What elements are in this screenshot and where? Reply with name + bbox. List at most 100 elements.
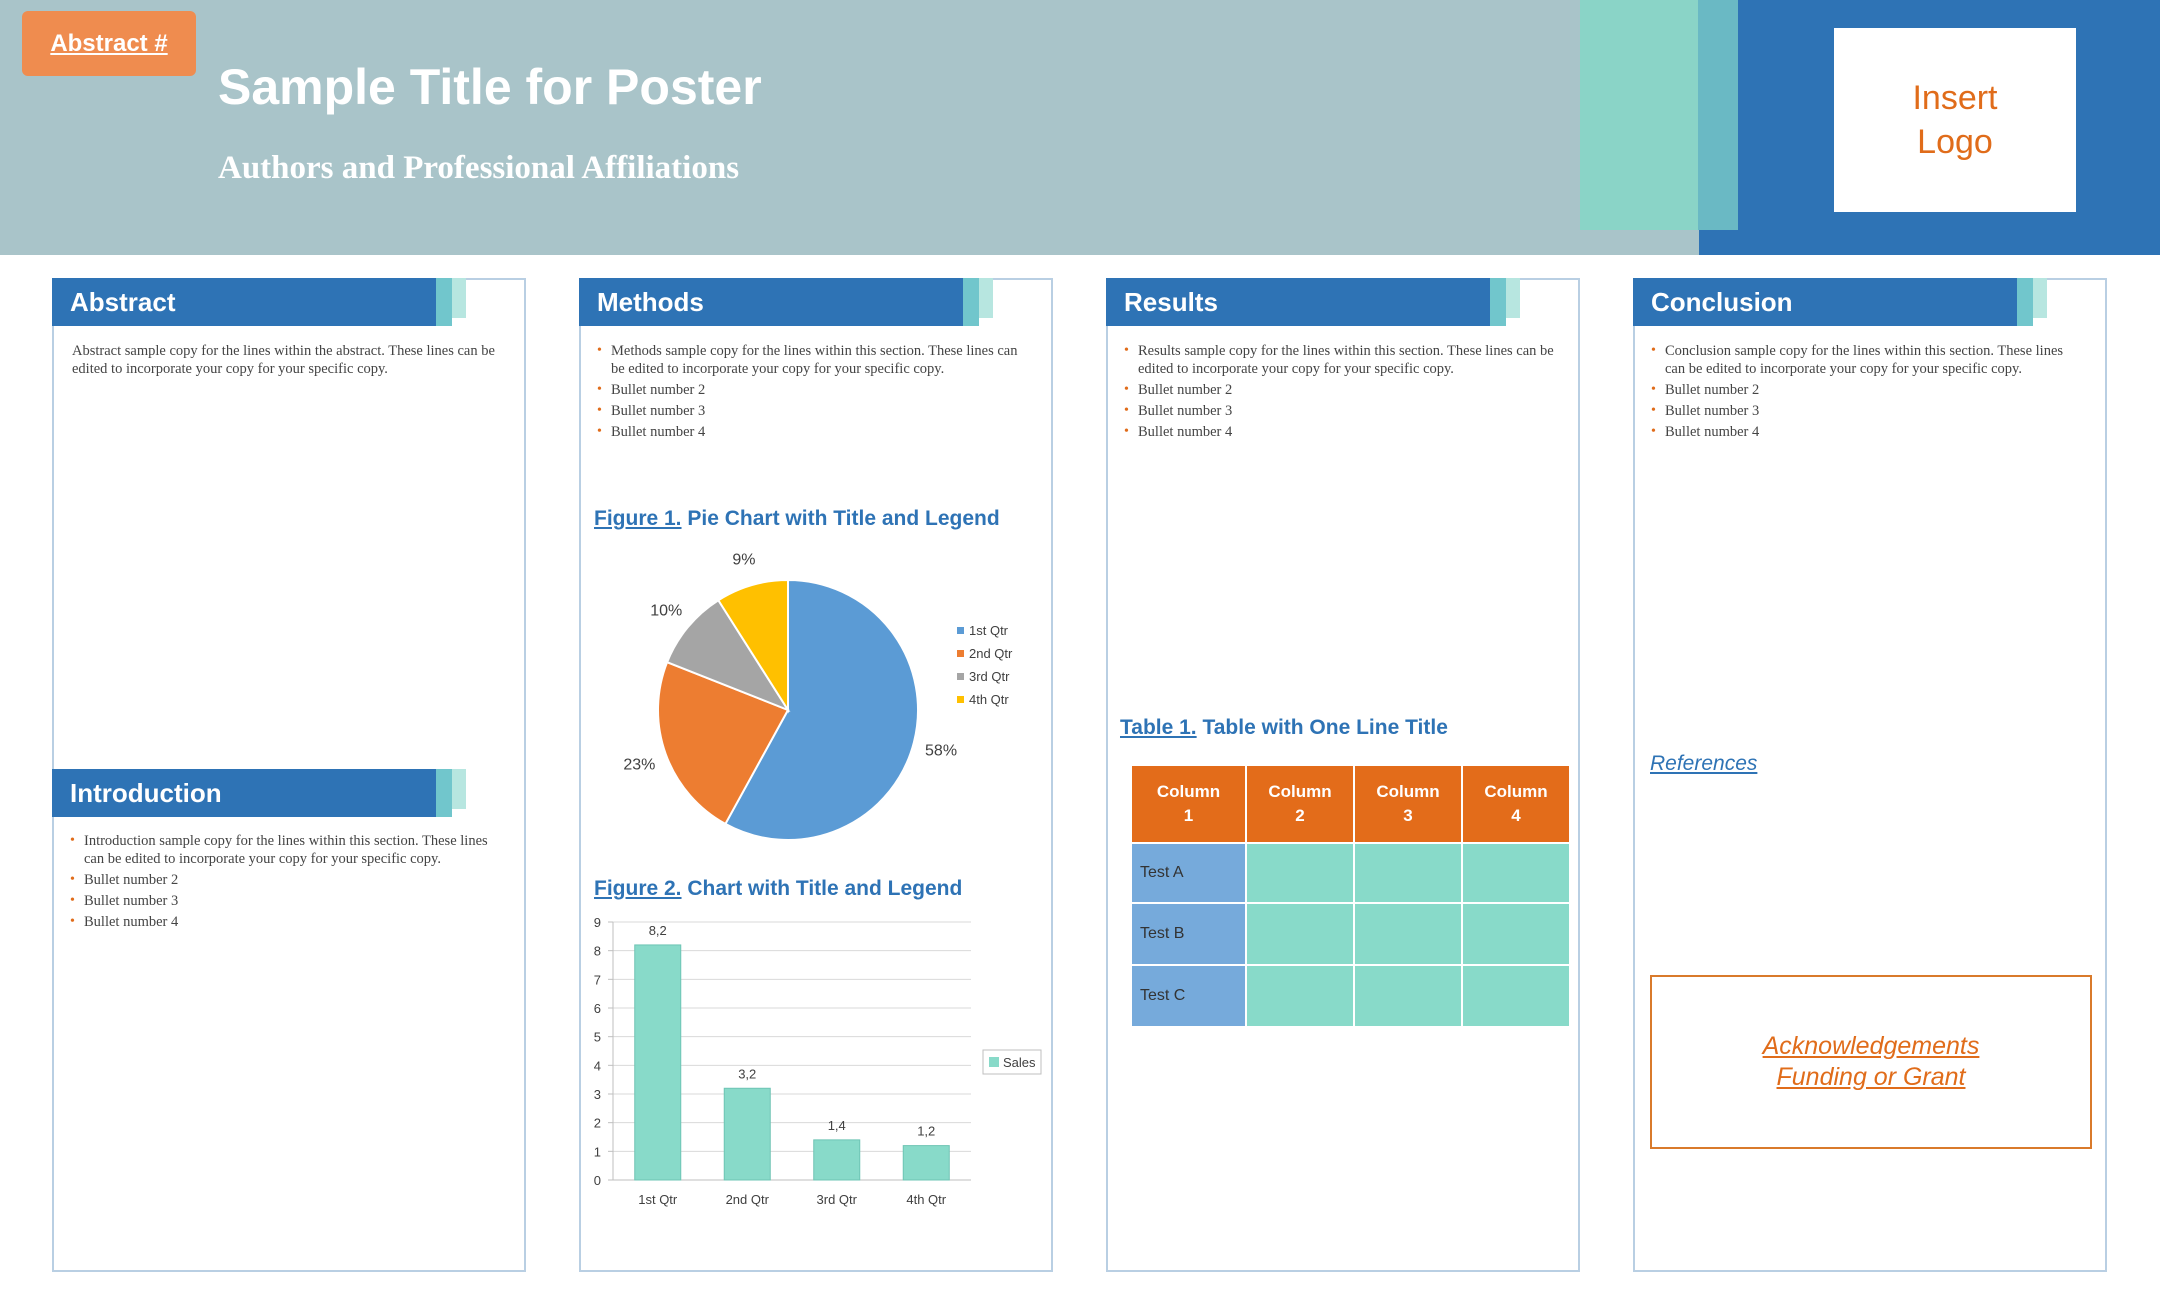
table1-number[interactable]: Table 1. — [1120, 716, 1197, 739]
y-tick-label: 7 — [594, 972, 601, 987]
pie-data-label: 58% — [925, 742, 957, 759]
abstract-number-tag[interactable]: Abstract # — [22, 11, 196, 76]
pie-chart: 58% 23% 10% 9% 1st Qtr 2nd Qtr 3rd Qtr 4th Qtr — [623, 551, 1013, 841]
bar-data-label: 1,2 — [917, 1124, 935, 1139]
introduction-heading-label: Introduction — [70, 777, 222, 808]
legend-swatch — [957, 673, 964, 680]
table-cell — [1245, 902, 1355, 966]
bar — [723, 1087, 771, 1181]
introduction-body: Introduction sample copy for the lines w… — [70, 832, 502, 934]
y-tick-label: 6 — [594, 1001, 601, 1016]
table-cell — [1353, 964, 1463, 1028]
legend-entry: 4th Qtr — [969, 692, 1009, 707]
conclusion-column — [1633, 278, 2107, 1272]
header-accent-teal-dark — [1698, 0, 1738, 230]
list-item: Introduction sample copy for the lines w… — [70, 832, 502, 868]
y-tick-label: 3 — [594, 1087, 601, 1102]
references-link[interactable]: References — [1650, 752, 1758, 775]
list-item: Bullet number 2 — [70, 871, 502, 889]
bar-data-label: 8,2 — [649, 923, 667, 938]
table-row-label: Test A — [1130, 842, 1247, 904]
bar — [634, 944, 682, 1181]
heading-accent-light — [452, 278, 466, 318]
list-item: Bullet number 3 — [597, 402, 1029, 420]
list-item: Conclusion sample copy for the lines wit… — [1651, 342, 2083, 378]
poster-header: Insert Logo Abstract # Sample Title for … — [0, 0, 2160, 255]
bar-data-label: 3,2 — [738, 1066, 756, 1081]
table-row: Test A — [1130, 842, 1571, 904]
pie-slice — [724, 578, 919, 841]
pie-data-label: 10% — [650, 602, 682, 619]
y-tick-label: 0 — [594, 1173, 601, 1188]
conclusion-heading-label: Conclusion — [1651, 286, 1793, 317]
list-item: Bullet number 2 — [597, 381, 1029, 399]
list-item: Bullet number 2 — [1124, 381, 1556, 399]
heading-accent — [436, 278, 452, 326]
funding-link[interactable]: Funding or Grant — [1776, 1063, 1966, 1091]
table-cell — [1245, 842, 1355, 904]
pie-data-label: 23% — [623, 757, 655, 774]
acknowledgements-link[interactable]: Acknowledgements — [1762, 1032, 1980, 1060]
methods-body: Methods sample copy for the lines within… — [597, 342, 1029, 444]
header-accent-teal — [1580, 0, 1700, 230]
table-row: Test B — [1130, 902, 1571, 966]
x-tick-label: 1st Qtr — [638, 1192, 678, 1207]
heading-accent — [963, 278, 979, 326]
figure1-title: Pie Chart with Title and Legend — [687, 507, 1000, 530]
bar-chart: 0 1 2 3 4 5 6 7 8 9 8,2 1st Qtr 3,2 2nd Qtr 1,4 3rd Qtr… — [594, 915, 1042, 1207]
list-item: Bullet number 4 — [1651, 423, 2083, 441]
table-column-header: Column 2 — [1245, 764, 1355, 844]
list-item: Bullet number 3 — [1651, 402, 2083, 420]
acknowledgements-box: Acknowledgements Funding or Grant — [1650, 975, 2092, 1149]
y-tick-label: 9 — [594, 915, 601, 930]
y-tick-label: 1 — [594, 1144, 601, 1159]
y-tick-label: 8 — [594, 944, 601, 959]
abstract-heading-label: Abstract — [70, 286, 176, 317]
methods-heading-label: Methods — [597, 286, 704, 317]
list-item: Methods sample copy for the lines within… — [597, 342, 1029, 378]
results-heading-label: Results — [1124, 286, 1218, 317]
legend-swatch — [957, 627, 964, 634]
list-item: Bullet number 2 — [1651, 381, 2083, 399]
poster-title: Sample Title for Poster — [218, 59, 762, 115]
list-item: Bullet number 4 — [1124, 423, 1556, 441]
y-tick-label: 4 — [594, 1058, 601, 1073]
list-item: Bullet number 3 — [70, 892, 502, 910]
conclusion-heading: Conclusion — [1633, 278, 2047, 326]
x-tick-label: 2nd Qtr — [726, 1192, 770, 1207]
table-column-header: Column 4 — [1461, 764, 1571, 844]
bar — [813, 1139, 861, 1181]
table1-title: Table with One Line Title — [1202, 716, 1448, 739]
legend-swatch — [957, 650, 964, 657]
table-cell — [1461, 902, 1571, 966]
figure1-number[interactable]: Figure 1. — [594, 507, 682, 530]
legend-entry: 3rd Qtr — [969, 669, 1010, 684]
table-cell — [1353, 842, 1463, 904]
table-column-header: Column 3 — [1353, 764, 1463, 844]
list-item: Bullet number 3 — [1124, 402, 1556, 420]
heading-accent-light — [2033, 278, 2047, 318]
pie-data-label: 9% — [732, 551, 755, 568]
bar-data-label: 1,4 — [828, 1118, 846, 1133]
logo-placeholder[interactable]: Insert Logo — [1834, 28, 2076, 212]
introduction-heading: Introduction — [52, 769, 466, 817]
figure2-caption: Figure 2. Chart with Title and Legend — [594, 877, 962, 901]
results-table: Column 1 Column 2 Column 3 Column 4 Test… — [1130, 764, 1571, 1028]
legend-entry: 1st Qtr — [969, 623, 1009, 638]
figure1-caption: Figure 1. Pie Chart with Title and Legen… — [594, 507, 1000, 531]
table-row-label: Test B — [1130, 902, 1247, 966]
pie-slice — [665, 598, 791, 713]
legend-swatch — [957, 696, 964, 703]
table-row: Test C — [1130, 964, 1571, 1028]
table-cell — [1461, 842, 1571, 904]
list-item: Results sample copy for the lines within… — [1124, 342, 1556, 378]
y-tick-label: 5 — [594, 1030, 601, 1045]
figure2-title: Chart with Title and Legend — [687, 877, 963, 900]
y-tick-label: 2 — [594, 1116, 601, 1131]
heading-accent-light — [452, 769, 466, 809]
table-header-row: Column 1 Column 2 Column 3 Column 4 — [1130, 764, 1571, 844]
pie-slice — [657, 660, 790, 826]
table-cell — [1245, 964, 1355, 1028]
abstract-text: Abstract sample copy for the lines withi… — [72, 343, 495, 377]
figure2-number[interactable]: Figure 2. — [594, 877, 682, 900]
